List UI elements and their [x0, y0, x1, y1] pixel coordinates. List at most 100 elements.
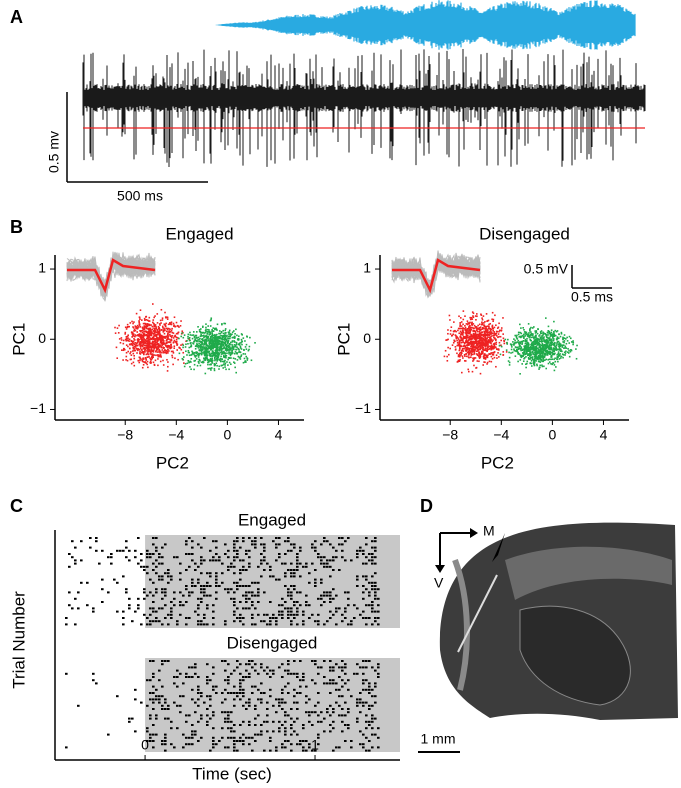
spike — [311, 543, 314, 546]
spike — [212, 685, 215, 688]
scatter-dot — [468, 331, 471, 333]
spike — [212, 617, 215, 619]
spike — [209, 717, 212, 720]
scatter-dot — [210, 335, 212, 338]
spike — [164, 572, 167, 575]
scatter-dot — [229, 348, 232, 351]
scatter-dot — [543, 336, 545, 338]
scatter-dot — [469, 337, 471, 340]
scatter-dot — [120, 339, 123, 341]
scatter-dot — [218, 352, 220, 355]
scatter-dot — [146, 343, 148, 345]
scatter-dot — [560, 355, 563, 358]
spike — [305, 685, 308, 688]
scatter-dot — [519, 336, 522, 339]
scatter-dot — [231, 352, 233, 355]
spike — [86, 581, 89, 584]
spike — [203, 588, 206, 591]
scatter-dot — [161, 329, 163, 331]
scatter-dot — [483, 334, 485, 337]
scatter-dot — [139, 329, 141, 332]
spike — [356, 704, 359, 707]
scatter-dot — [220, 330, 223, 333]
panel-a: 0.5 mv 500 ms — [46, 92, 208, 204]
scatter-dot — [211, 344, 214, 347]
scatter-dot — [216, 346, 218, 348]
scatter-dot — [214, 359, 216, 362]
scatter-dot — [209, 337, 212, 340]
spike — [308, 617, 311, 619]
spike — [356, 672, 359, 675]
scatter-dot — [209, 331, 212, 334]
spike — [110, 562, 113, 565]
scatter-dot — [208, 343, 211, 346]
scatter-dot — [212, 353, 215, 356]
scatter-dot — [114, 326, 116, 329]
scatter-dot — [237, 348, 240, 350]
spike — [191, 676, 194, 678]
scatter-dot — [542, 351, 545, 354]
scatter-dot — [523, 329, 525, 331]
scatter-dot — [230, 341, 232, 344]
spike — [305, 601, 308, 603]
scatter-dot — [532, 334, 534, 337]
spike — [128, 717, 131, 720]
spike — [239, 688, 242, 691]
scatter-dot — [147, 347, 149, 350]
scatter-dot — [530, 343, 532, 346]
scatter-dot — [147, 324, 149, 327]
spike — [260, 543, 263, 546]
spike — [344, 610, 347, 613]
scatter-dot — [139, 340, 142, 343]
scatter-dot — [219, 349, 221, 351]
scatter-dot — [193, 351, 196, 354]
scatter-dot — [479, 347, 482, 349]
scatter-dot — [169, 341, 172, 343]
scatter-dot — [476, 333, 478, 336]
spike — [293, 730, 296, 733]
spike — [281, 746, 284, 749]
spike — [200, 572, 203, 575]
spike — [170, 743, 173, 746]
spike — [302, 613, 305, 616]
scatter-dot — [553, 348, 555, 350]
spike — [164, 736, 167, 739]
scatter-dot — [477, 348, 479, 350]
scatter-dot — [218, 339, 221, 342]
scatter-dot — [240, 354, 243, 356]
spike — [365, 556, 368, 559]
spike — [212, 711, 215, 714]
spike — [251, 604, 254, 607]
spike — [245, 607, 248, 610]
scatter-dot — [134, 325, 137, 327]
scatter-dot — [200, 348, 202, 350]
spike — [239, 559, 242, 562]
spike — [233, 601, 236, 603]
scatter-dot — [460, 345, 462, 348]
spike — [284, 730, 287, 733]
spike — [341, 708, 344, 710]
spike — [185, 569, 188, 571]
scatter-dot — [532, 346, 535, 348]
spike — [221, 660, 224, 662]
spike — [188, 617, 191, 619]
scatter-dot — [528, 348, 530, 351]
scatter-dot — [551, 343, 553, 346]
scatter-dot — [463, 360, 466, 362]
spike — [296, 553, 299, 555]
scatter-dot — [154, 350, 157, 353]
spike-rows — [65, 660, 380, 752]
scatter-dot — [473, 353, 476, 355]
spike — [284, 746, 287, 749]
spike — [329, 666, 332, 669]
scatter-dot — [471, 353, 474, 356]
scatter-dot — [536, 363, 538, 366]
spike — [287, 663, 290, 666]
scatter-dot — [209, 349, 212, 351]
scatter-dot — [466, 320, 469, 322]
scatter-dot — [205, 326, 207, 329]
scatter-dot — [193, 336, 196, 339]
scatter-dot — [159, 319, 162, 322]
scatter-dot — [229, 335, 232, 338]
spike — [152, 672, 155, 675]
